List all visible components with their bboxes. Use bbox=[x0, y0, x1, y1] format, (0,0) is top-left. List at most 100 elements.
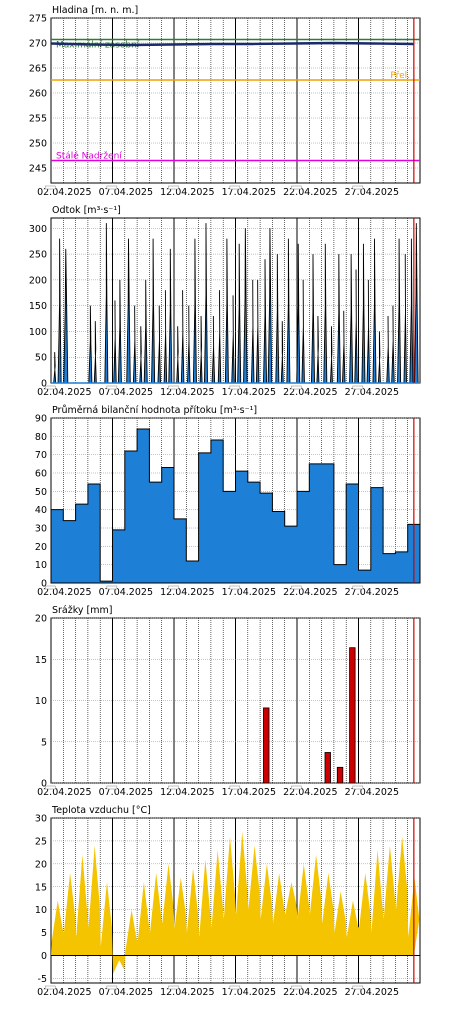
y-tick-label: 25 bbox=[35, 836, 47, 847]
x-tick-label: 07.04.2025 bbox=[99, 587, 153, 598]
y-tick-label: 30 bbox=[35, 814, 47, 825]
y-tick-label: 265 bbox=[29, 64, 47, 75]
x-tick-label: 02.04.2025 bbox=[37, 587, 91, 598]
x-tick-marker bbox=[352, 585, 364, 590]
y-tick-label: 250 bbox=[29, 250, 47, 261]
x-tick-label: 17.04.2025 bbox=[222, 387, 276, 398]
x-tick-label: 27.04.2025 bbox=[345, 587, 399, 598]
x-tick-marker bbox=[168, 585, 179, 590]
x-tick-label: 27.04.2025 bbox=[345, 787, 399, 798]
y-tick-label: 15 bbox=[35, 882, 47, 893]
temp-chart: Teplota vzduchu [°C] -5 0 5 10 15 20 25 30 02.04.… bbox=[35, 805, 421, 998]
level-series bbox=[50, 41, 414, 47]
x-tick-marker bbox=[290, 185, 302, 190]
x-tick-label: 17.04.2025 bbox=[222, 187, 276, 198]
x-tick-marker bbox=[229, 985, 241, 990]
x-tick-marker bbox=[290, 985, 302, 990]
inflow-title: Průměrná bilanční hodnota přítoku [m³·s⁻… bbox=[52, 405, 257, 416]
x-tick-marker bbox=[229, 385, 241, 390]
y-tick-label: 50 bbox=[35, 487, 47, 498]
y-tick-label: 60 bbox=[35, 469, 47, 480]
rain-chart: Srážky [mm] 0 5 10 15 20 02.04.2025 07.04.2025 1… bbox=[35, 605, 421, 798]
x-tick-marker bbox=[229, 185, 241, 190]
y-tick-label: 40 bbox=[35, 505, 47, 516]
y-tick-label: 10 bbox=[35, 905, 47, 916]
outflow-title: Odtok [m³·s⁻¹] bbox=[52, 205, 121, 216]
y-tick-label: 250 bbox=[29, 139, 47, 150]
x-tick-marker bbox=[44, 985, 56, 990]
rain-bar bbox=[336, 766, 344, 784]
y-tick-label: 150 bbox=[29, 301, 47, 312]
y-tick-label: 5 bbox=[41, 737, 47, 748]
x-tick-marker bbox=[290, 785, 302, 790]
y-tick-label: 10 bbox=[35, 560, 47, 571]
y-tick-label: 30 bbox=[35, 524, 47, 535]
y-tick-label: 0 bbox=[41, 951, 47, 962]
y-tick-label: 50 bbox=[35, 353, 47, 364]
x-tick-marker bbox=[290, 385, 302, 390]
y-tick-label: 0 bbox=[41, 779, 47, 790]
x-tick-marker bbox=[44, 785, 56, 790]
x-tick-label: 02.04.2025 bbox=[37, 187, 91, 198]
x-tick-label: 12.04.2025 bbox=[160, 987, 214, 998]
x-tick-marker bbox=[168, 385, 179, 390]
y-tick-label: 255 bbox=[29, 114, 47, 125]
y-tick-label: 15 bbox=[35, 655, 47, 666]
x-tick-marker bbox=[106, 185, 118, 190]
x-tick-label: 22.04.2025 bbox=[283, 587, 337, 598]
x-tick-label: 12.04.2025 bbox=[160, 187, 214, 198]
inflow-series bbox=[50, 428, 421, 584]
y-tick-label: 90 bbox=[35, 414, 47, 425]
y-tick-label: 70 bbox=[35, 450, 47, 461]
x-tick-label: 02.04.2025 bbox=[37, 787, 91, 798]
rain-title: Srážky [mm] bbox=[52, 605, 112, 616]
y-tick-label: -5 bbox=[38, 974, 47, 985]
x-tick-marker bbox=[229, 785, 241, 790]
x-tick-label: 02.04.2025 bbox=[37, 387, 91, 398]
rain-bar bbox=[324, 752, 331, 784]
y-tick-label: 260 bbox=[29, 89, 47, 100]
level-chart: Hladina [m. n. m.]245250255260265270275M… bbox=[29, 5, 421, 198]
x-tick-marker bbox=[168, 785, 179, 790]
y-tick-label: 275 bbox=[29, 14, 47, 25]
x-tick-marker bbox=[290, 585, 302, 590]
x-tick-label: 12.04.2025 bbox=[160, 787, 214, 798]
x-tick-label: 22.04.2025 bbox=[283, 787, 337, 798]
x-tick-label: 07.04.2025 bbox=[99, 787, 153, 798]
y-tick-label: 0 bbox=[41, 379, 47, 390]
x-tick-marker bbox=[106, 585, 118, 590]
outflow-chart: Odtok [m³·s⁻¹] 0 50 100 150 200 250 300 02.04.20… bbox=[29, 205, 421, 398]
x-tick-label: 12.04.2025 bbox=[160, 387, 214, 398]
x-tick-label: 07.04.2025 bbox=[99, 187, 153, 198]
inflow-chart: Průměrná bilanční hodnota přítoku [m³·s⁻… bbox=[35, 405, 421, 598]
x-tick-label: 17.04.2025 bbox=[222, 587, 276, 598]
x-tick-marker bbox=[229, 585, 241, 590]
y-tick-label: 200 bbox=[29, 275, 47, 286]
x-tick-marker bbox=[352, 185, 364, 190]
x-tick-label: 02.04.2025 bbox=[37, 987, 91, 998]
level-title: Hladina [m. n. m.] bbox=[52, 5, 138, 16]
x-tick-label: 07.04.2025 bbox=[99, 987, 153, 998]
x-tick-marker bbox=[352, 785, 364, 790]
x-tick-label: 17.04.2025 bbox=[222, 787, 276, 798]
y-tick-label: 245 bbox=[29, 164, 47, 175]
y-tick-label: 100 bbox=[29, 327, 47, 338]
y-tick-label: 20 bbox=[35, 614, 47, 625]
x-tick-label: 17.04.2025 bbox=[222, 987, 276, 998]
x-tick-marker bbox=[106, 385, 118, 390]
rain-bar bbox=[349, 647, 356, 784]
x-tick-marker bbox=[106, 785, 118, 790]
x-tick-marker bbox=[106, 985, 118, 990]
x-tick-marker bbox=[44, 585, 56, 590]
reference-label: Přel. bbox=[390, 71, 410, 81]
x-tick-label: 22.04.2025 bbox=[283, 387, 337, 398]
y-tick-label: 20 bbox=[35, 859, 47, 870]
y-tick-label: 10 bbox=[35, 696, 47, 707]
x-tick-label: 27.04.2025 bbox=[345, 187, 399, 198]
y-tick-label: 0 bbox=[41, 579, 47, 590]
x-tick-label: 07.04.2025 bbox=[99, 387, 153, 398]
x-tick-marker bbox=[352, 385, 364, 390]
x-tick-label: 27.04.2025 bbox=[345, 387, 399, 398]
x-tick-label: 12.04.2025 bbox=[160, 587, 214, 598]
